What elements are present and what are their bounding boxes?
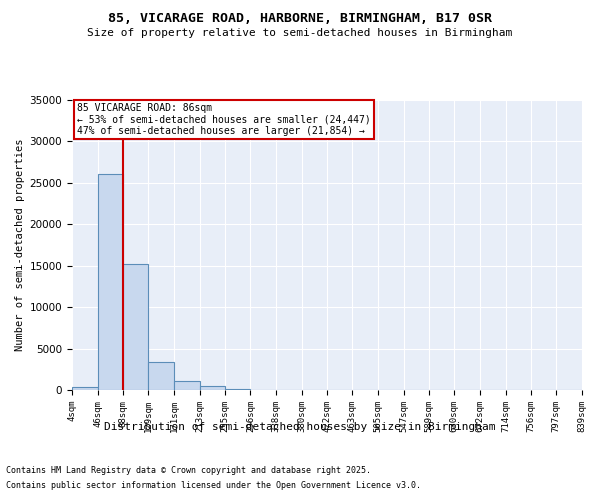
Text: Distribution of semi-detached houses by size in Birmingham: Distribution of semi-detached houses by …	[104, 422, 496, 432]
Text: Contains HM Land Registry data © Crown copyright and database right 2025.: Contains HM Land Registry data © Crown c…	[6, 466, 371, 475]
Bar	[200, 386, 226, 390]
Bar	[72, 386, 98, 390]
Text: 85 VICARAGE ROAD: 86sqm
← 53% of semi-detached houses are smaller (24,447)
47% o: 85 VICARAGE ROAD: 86sqm ← 53% of semi-de…	[77, 103, 371, 136]
Bar	[148, 362, 174, 390]
Text: 85, VICARAGE ROAD, HARBORNE, BIRMINGHAM, B17 0SR: 85, VICARAGE ROAD, HARBORNE, BIRMINGHAM,…	[108, 12, 492, 26]
Bar	[98, 174, 124, 390]
Bar	[226, 389, 250, 390]
Y-axis label: Number of semi-detached properties: Number of semi-detached properties	[16, 138, 25, 352]
Text: Contains public sector information licensed under the Open Government Licence v3: Contains public sector information licen…	[6, 481, 421, 490]
Bar	[124, 264, 148, 390]
Text: Size of property relative to semi-detached houses in Birmingham: Size of property relative to semi-detach…	[88, 28, 512, 38]
Bar	[174, 381, 200, 390]
